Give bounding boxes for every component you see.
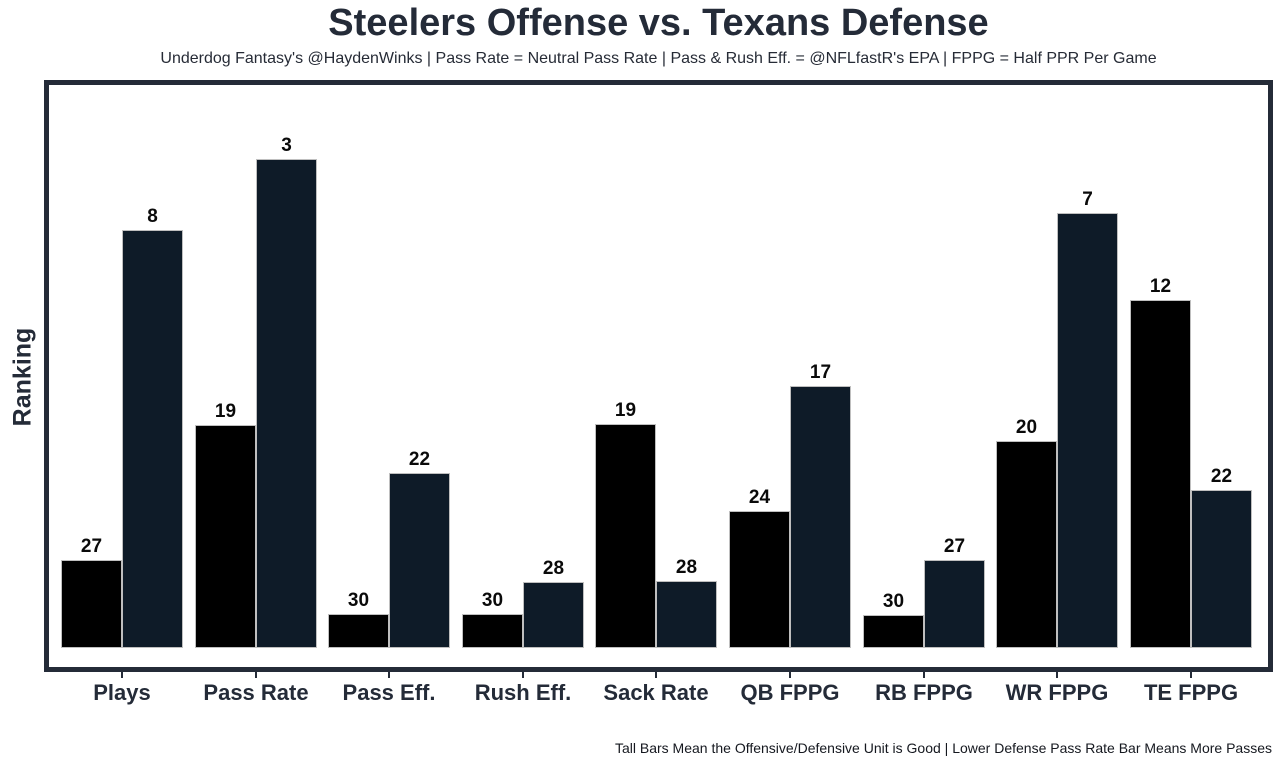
bar-value-offense-te-fppg: 12 xyxy=(1149,276,1172,297)
bar-value-offense-plays: 27 xyxy=(80,536,103,557)
x-tick xyxy=(522,672,524,678)
bar-value-defense-te-fppg: 22 xyxy=(1210,466,1233,487)
bar-offense-plays xyxy=(61,560,122,648)
x-tick-label-qb-fppg: QB FPPG xyxy=(740,680,840,705)
x-tick xyxy=(1190,672,1192,678)
y-axis-label: Ranking xyxy=(8,327,37,427)
chart-footnote: Tall Bars Mean the Offensive/Defensive U… xyxy=(614,740,1272,756)
x-tick-label-rush-eff: Rush Eff. xyxy=(474,680,572,705)
x-tick xyxy=(655,672,657,678)
bar-defense-pass-eff xyxy=(389,473,450,648)
bar-value-defense-rb-fppg: 27 xyxy=(943,536,966,557)
bar-defense-pass-rate xyxy=(256,159,317,648)
x-tick-label-pass-eff: Pass Eff. xyxy=(342,680,436,705)
bar-defense-rush-eff xyxy=(523,582,584,648)
bar-offense-rb-fppg xyxy=(863,615,924,648)
bar-value-defense-qb-fppg: 17 xyxy=(809,362,832,383)
bar-defense-te-fppg xyxy=(1191,490,1252,648)
bar-value-defense-sack-rate: 28 xyxy=(675,557,698,578)
bar-value-offense-sack-rate: 19 xyxy=(614,400,637,421)
bar-offense-wr-fppg xyxy=(996,441,1057,648)
bar-offense-rush-eff xyxy=(462,614,523,648)
bar-value-offense-rush-eff: 30 xyxy=(481,590,504,611)
x-tick-label-pass-rate: Pass Rate xyxy=(203,680,309,705)
bar-defense-qb-fppg xyxy=(790,386,851,648)
bar-offense-te-fppg xyxy=(1130,300,1191,648)
chart-title: Steelers Offense vs. Texans Defense xyxy=(328,2,989,44)
x-tick-label-sack-rate: Sack Rate xyxy=(603,680,709,705)
x-tick xyxy=(923,672,925,678)
bar-offense-sack-rate xyxy=(595,424,656,648)
bar-defense-wr-fppg xyxy=(1057,213,1118,648)
x-tick xyxy=(789,672,791,678)
bar-value-defense-pass-rate: 3 xyxy=(281,135,292,156)
x-tick xyxy=(388,672,390,678)
x-tick xyxy=(121,672,123,678)
bar-value-defense-plays: 8 xyxy=(147,206,158,227)
bar-value-defense-pass-eff: 22 xyxy=(408,449,431,470)
bar-value-offense-wr-fppg: 20 xyxy=(1015,417,1038,438)
x-tick-label-plays: Plays xyxy=(93,680,151,705)
x-tick xyxy=(1056,672,1058,678)
bar-value-defense-wr-fppg: 7 xyxy=(1082,189,1093,210)
bar-defense-sack-rate xyxy=(656,581,717,648)
bar-value-offense-qb-fppg: 24 xyxy=(748,487,771,508)
x-tick-label-te-fppg: TE FPPG xyxy=(1143,680,1239,705)
x-tick-label-rb-fppg: RB FPPG xyxy=(875,680,973,705)
bar-value-defense-rush-eff: 28 xyxy=(542,558,565,579)
chart-subtitle: Underdog Fantasy's @HaydenWinks | Pass R… xyxy=(160,50,1157,67)
bar-defense-rb-fppg xyxy=(924,560,985,648)
bar-value-offense-pass-eff: 30 xyxy=(347,590,370,611)
bar-value-offense-pass-rate: 19 xyxy=(214,401,237,422)
x-tick xyxy=(255,672,257,678)
bar-value-offense-rb-fppg: 30 xyxy=(882,591,905,612)
bar-defense-plays xyxy=(122,230,183,648)
x-tick-label-wr-fppg: WR FPPG xyxy=(1005,680,1109,705)
bar-offense-pass-eff xyxy=(328,614,389,648)
bar-offense-qb-fppg xyxy=(729,511,790,648)
bar-offense-pass-rate xyxy=(195,425,256,648)
